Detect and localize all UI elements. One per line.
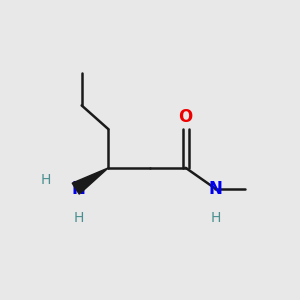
Text: N: N: [208, 180, 222, 198]
Text: H: H: [74, 212, 84, 225]
Text: N: N: [72, 180, 86, 198]
Text: H: H: [41, 173, 51, 187]
Polygon shape: [72, 168, 108, 194]
Text: H: H: [210, 212, 220, 225]
Text: O: O: [178, 108, 193, 126]
